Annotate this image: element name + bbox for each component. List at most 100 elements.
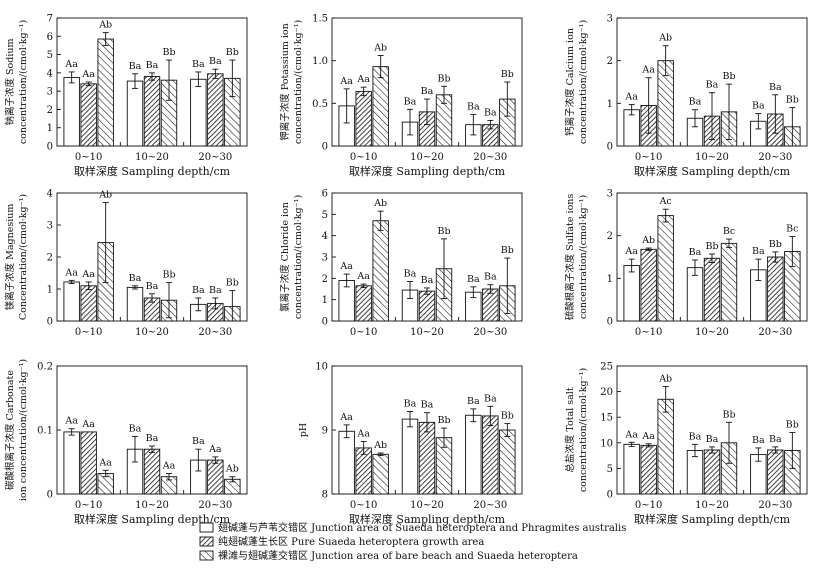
significance-label: Ba bbox=[752, 435, 765, 446]
y-tick-label: 3 bbox=[607, 14, 613, 25]
bar-series-2 bbox=[482, 415, 499, 495]
x-tick-label: 20~30 bbox=[758, 327, 792, 338]
y-tick-label: 3 bbox=[47, 87, 53, 98]
x-tick-label: 20~30 bbox=[473, 152, 507, 163]
chart-panel-total: 0 5 10 15 20 25 0~10 Aa Aa Ab 10~20 Ba Ba Bb 20~30 Ba Ba… bbox=[564, 362, 808, 526]
significance-label: Ba bbox=[209, 285, 222, 296]
bar-series-2 bbox=[418, 421, 436, 495]
x-tick-label: 20~30 bbox=[473, 327, 507, 338]
significance-label: Bb bbox=[437, 415, 450, 426]
significance-label: Ab bbox=[98, 20, 112, 31]
significance-label: Ba bbox=[129, 61, 142, 72]
y-tick-label: 0.5 bbox=[312, 99, 328, 110]
x-tick-label: 0~10 bbox=[350, 327, 377, 338]
x-tick-label: 0~10 bbox=[635, 152, 662, 163]
y-tick-label: 0 bbox=[47, 317, 53, 328]
significance-label: Ba bbox=[484, 272, 497, 283]
y-tick-label: 0 bbox=[47, 490, 53, 501]
significance-label: Bb bbox=[437, 226, 450, 237]
y-tick-label: 3 bbox=[322, 253, 328, 264]
y-axis-label-units: ion concentration/(cmol·kg⁻¹) bbox=[18, 359, 29, 501]
y-tick-label: 4 bbox=[47, 68, 53, 79]
legend: 翅碱蓬与芦苇交错区 Junction area of Suaeda hetero… bbox=[199, 521, 626, 562]
x-axis-label: 取样深度 Sampling depth/cm bbox=[634, 164, 791, 178]
significance-label: Bb bbox=[226, 47, 239, 58]
bar-series-2 bbox=[640, 444, 657, 495]
significance-label: Ba bbox=[769, 82, 782, 93]
x-tick-label: 20~30 bbox=[473, 500, 507, 511]
significance-label: Ba bbox=[484, 107, 497, 118]
x-tick-label: 20~30 bbox=[198, 152, 232, 163]
y-tick-label: 0 bbox=[607, 317, 613, 328]
x-tick-label: 10~20 bbox=[135, 152, 169, 163]
significance-label: Aa bbox=[624, 246, 638, 257]
legend-swatch-2 bbox=[199, 536, 214, 547]
y-tick-label: 8 bbox=[322, 490, 328, 501]
significance-label: Ba bbox=[467, 101, 480, 112]
significance-label: Ba bbox=[404, 269, 417, 280]
significance-label: Bb bbox=[786, 95, 799, 106]
y-tick-label: 10 bbox=[315, 362, 328, 373]
y-tick-label: 20 bbox=[600, 387, 613, 398]
y-tick-label: 10 bbox=[600, 438, 613, 449]
significance-label: Aa bbox=[64, 59, 78, 70]
y-tick-label: 15 bbox=[600, 413, 613, 424]
significance-label: Bb bbox=[162, 270, 175, 281]
x-tick-label: 0~10 bbox=[75, 500, 102, 511]
y-tick-label: 0 bbox=[47, 142, 53, 153]
chart-panel-so4: 01230~10AaAbAc10~20BaBbBc20~30BaBbBc硫酸根离… bbox=[564, 189, 808, 338]
significance-label: Ba bbox=[689, 431, 702, 442]
y-tick-label: 2 bbox=[47, 253, 53, 264]
bar-series-2 bbox=[80, 285, 97, 322]
y-axis-label-units: concentration/(cmol·kg⁻¹) bbox=[293, 20, 304, 144]
significance-label: Ba bbox=[421, 275, 434, 286]
y-tick-label: 4 bbox=[47, 189, 53, 200]
significance-label: Ab bbox=[658, 33, 672, 44]
significance-label: Ab bbox=[373, 198, 387, 209]
y-axis-label: 钾离子浓度 Potassium ion bbox=[279, 23, 291, 141]
significance-label: Ba bbox=[129, 423, 142, 434]
significance-label: Ba bbox=[209, 56, 222, 67]
bar-series-1 bbox=[623, 265, 640, 322]
y-tick-label: 9 bbox=[322, 426, 328, 437]
significance-label: Ba bbox=[146, 281, 159, 292]
significance-label: Aa bbox=[641, 431, 655, 442]
y-axis-label: 碳酸根离子浓度 Carbonate bbox=[4, 370, 16, 490]
significance-label: Ba bbox=[192, 59, 205, 70]
legend-label-3: 裸滩与翅碱蓬交错区 Junction area of bare beach an… bbox=[218, 549, 578, 562]
bar-series-2 bbox=[703, 449, 721, 495]
significance-label: Ba bbox=[706, 434, 719, 445]
x-axis-label: 取样深度 Sampling depth/cm bbox=[349, 164, 506, 178]
x-tick-label: 10~20 bbox=[695, 152, 729, 163]
significance-label: Ac bbox=[659, 196, 672, 207]
legend-swatch-3 bbox=[199, 550, 214, 561]
significance-label: Aa bbox=[64, 267, 78, 278]
y-tick-label: 2 bbox=[607, 56, 613, 67]
significance-label: Bb bbox=[769, 239, 782, 250]
y-tick-label: 5 bbox=[607, 464, 613, 475]
y-tick-label: 1.0 bbox=[312, 56, 328, 67]
bar-series-3 bbox=[372, 66, 389, 147]
x-tick-label: 10~20 bbox=[135, 327, 169, 338]
y-tick-label: 2 bbox=[47, 105, 53, 116]
y-axis-label: 硫酸根离子浓度 Sulfate ions bbox=[564, 194, 576, 321]
bar-series-1 bbox=[126, 286, 144, 322]
y-tick-label: 0 bbox=[607, 142, 613, 153]
y-axis-label: pH bbox=[298, 423, 309, 437]
y-tick-label: 2 bbox=[607, 231, 613, 242]
y-axis-label-units: Concentration/(cmol·kg⁻¹) bbox=[18, 194, 29, 320]
x-tick-label: 20~30 bbox=[758, 152, 792, 163]
y-tick-label: 1 bbox=[322, 295, 328, 306]
y-tick-label: 1 bbox=[47, 285, 53, 296]
y-axis-label: 钠离子浓度 Sodium bbox=[4, 39, 16, 126]
significance-label: Aa bbox=[339, 76, 353, 87]
bar-series-1 bbox=[338, 430, 355, 495]
significance-label: Ab bbox=[658, 373, 672, 384]
significance-label: Bc bbox=[723, 226, 735, 237]
significance-label: Bb bbox=[722, 71, 735, 82]
bar-series-2 bbox=[703, 257, 721, 322]
